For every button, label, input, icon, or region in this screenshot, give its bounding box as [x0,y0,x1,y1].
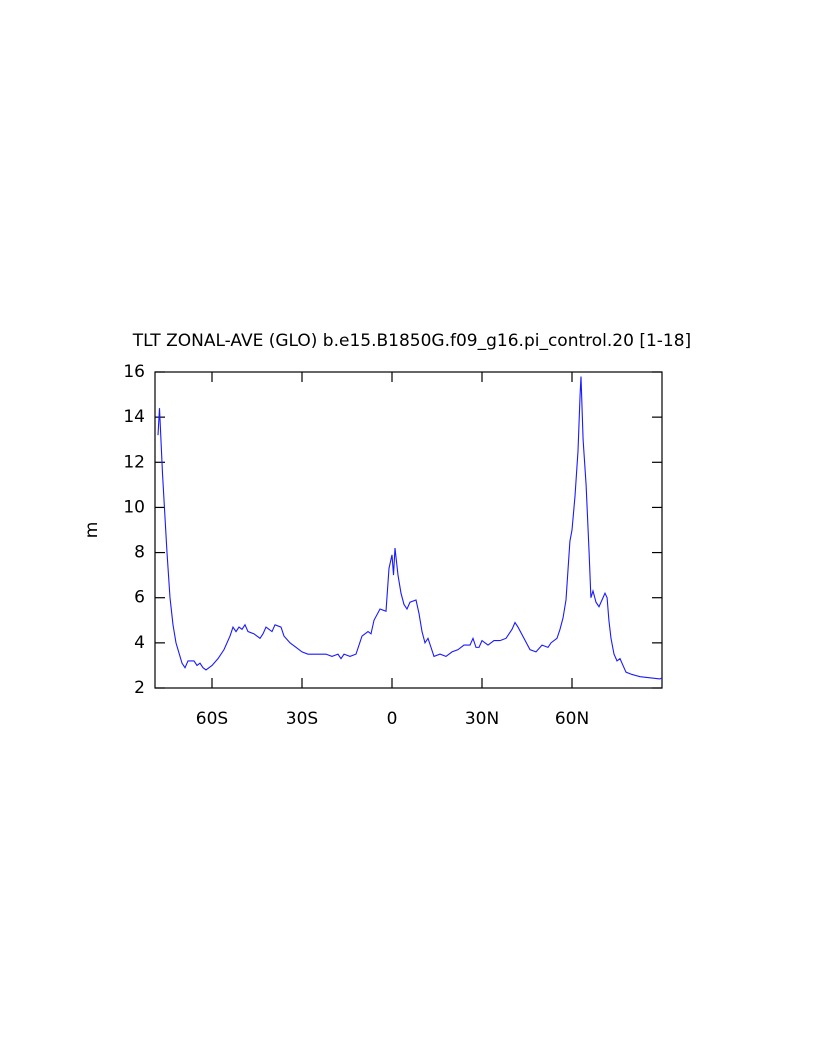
y-tick-label: 4 [134,633,145,653]
x-tick-label: 0 [387,709,398,729]
y-tick-label: 6 [134,588,145,608]
y-axis-label: m [82,522,102,539]
y-tick-label: 14 [123,407,145,427]
y-tick-label: 10 [123,497,145,517]
x-tick-label: 60N [555,709,589,729]
data-line [157,376,663,680]
y-tick-label: 8 [134,543,145,563]
y-tick-label: 12 [123,452,145,472]
x-tick-label: 30N [465,709,499,729]
chart-title: TLT ZONAL-AVE (GLO) b.e15.B1850G.f09_g16… [132,331,691,351]
plot-frame [154,371,663,689]
x-tick-label: 60S [196,709,228,729]
y-tick-label: 2 [134,678,145,698]
y-tick-label: 16 [123,362,145,382]
x-tick-label: 30S [286,709,318,729]
